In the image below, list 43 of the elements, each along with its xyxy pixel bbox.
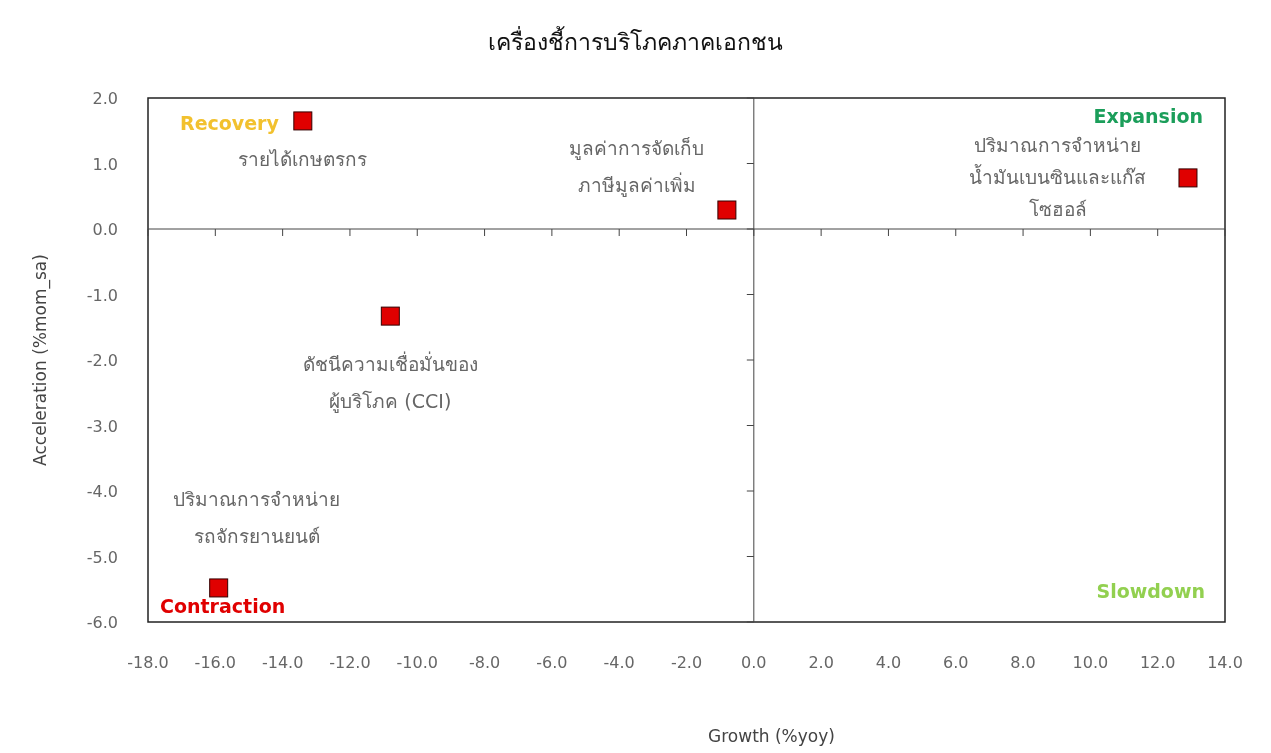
x-tick-label: -4.0 xyxy=(603,653,635,672)
x-tick-label: 12.0 xyxy=(1139,653,1176,672)
x-tick-label: -10.0 xyxy=(396,653,438,672)
y-tick-label: -6.0 xyxy=(86,613,118,632)
annotation: รายได้เกษตรกร xyxy=(238,147,368,170)
x-tick-label: 6.0 xyxy=(943,653,969,672)
point xyxy=(209,578,229,598)
x-tick-label: 8.0 xyxy=(1010,653,1036,672)
point xyxy=(293,111,313,131)
y-tick-label: 0.0 xyxy=(92,220,118,239)
annotation: Slowdown xyxy=(1096,580,1205,602)
y-tick-label: -2.0 xyxy=(86,351,118,370)
y-tick-label: -1.0 xyxy=(86,285,118,305)
x-tick-label: 4.0 xyxy=(875,653,902,672)
annotation: ปริมาณการจำหน่าย น้ำมันเบนซินและแก๊ส โซฮอล์ xyxy=(969,133,1147,220)
x-tick-label: -12.0 xyxy=(329,653,371,672)
x-tick-label: 10.0 xyxy=(1072,653,1109,672)
annotation: มูลค่าการจัดเก็บ ภาษีมูลค่าเพิ่ม xyxy=(569,136,705,198)
point xyxy=(380,306,400,326)
y-tick-label: 2.0 xyxy=(92,89,118,108)
x-tick-label: -8.0 xyxy=(468,653,501,672)
x-tick-label: 2.0 xyxy=(808,653,834,672)
x-tick-label: -14.0 xyxy=(261,653,304,672)
annotation: Recovery xyxy=(180,112,280,134)
y-axis-title: Acceleration (%mom_sa) xyxy=(30,254,51,466)
annotation: Expansion xyxy=(1093,105,1203,127)
x-tick-label: 14.0 xyxy=(1207,653,1243,672)
y-tick-label: -5.0 xyxy=(86,547,118,567)
x-tick-label: -16.0 xyxy=(194,653,237,672)
chart-title: เครื่องชี้การบริโภคภาคเอกชน xyxy=(488,26,783,55)
x-tick-label: 0.0 xyxy=(741,653,767,672)
y-tick-label: 1.0 xyxy=(92,154,118,174)
x-axis-title: Growth (%yoy) xyxy=(708,726,835,746)
point xyxy=(1178,168,1198,188)
annotation: ปริมาณการจำหน่าย รถจักรยานยนต์ xyxy=(173,487,341,547)
y-tick-label: -3.0 xyxy=(86,416,118,436)
point xyxy=(717,200,737,220)
x-tick-label: -6.0 xyxy=(536,653,568,672)
annotation: ดัชนีความเชื่อมั่นของ ผู้บริโภค (CCI) xyxy=(302,351,478,414)
annotation: Contraction xyxy=(160,595,286,617)
x-tick-label: -2.0 xyxy=(670,653,703,672)
y-tick-label: -4.0 xyxy=(86,482,118,501)
x-tick-label: -18.0 xyxy=(127,653,169,672)
